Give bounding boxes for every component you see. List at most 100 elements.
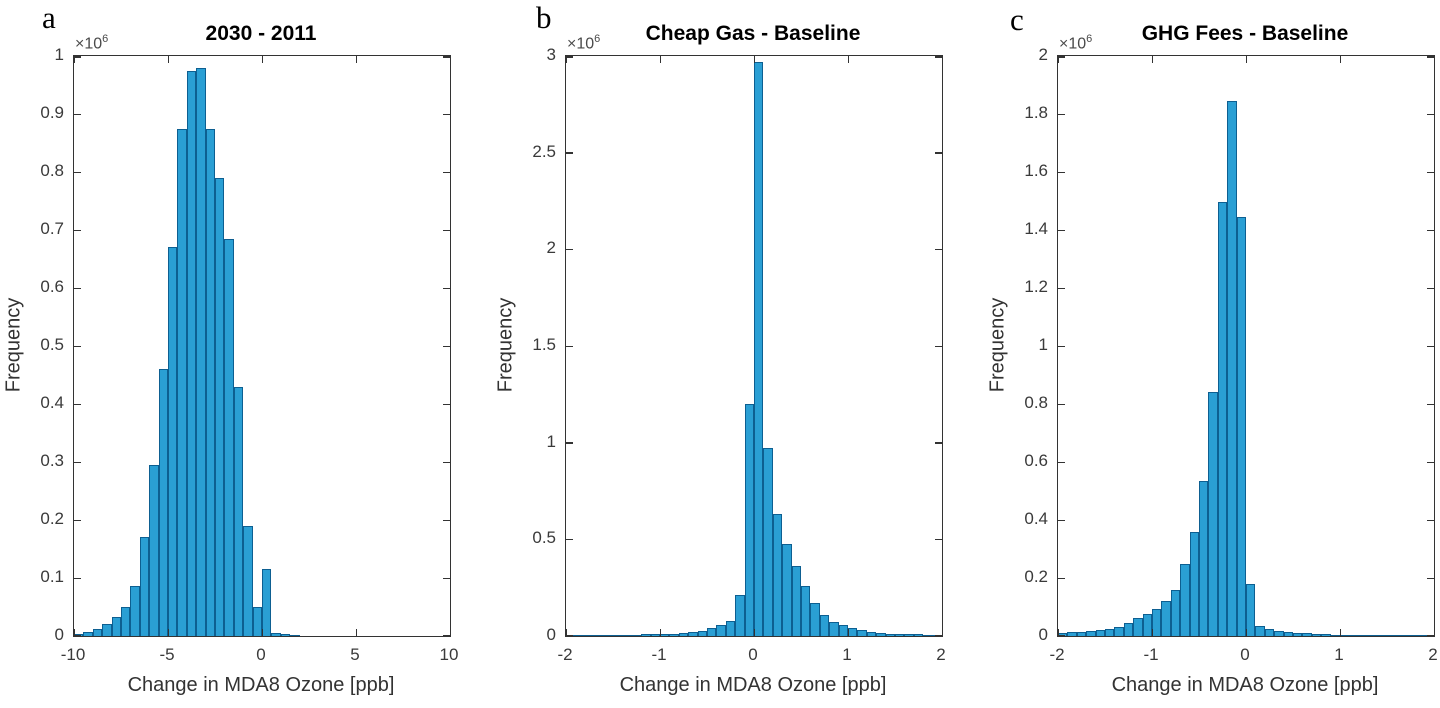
histogram-bar [716,625,726,636]
y-tick-label: 0.2 [1024,567,1048,586]
histogram-bar [1180,563,1190,636]
x-axis-label: Change in MDA8 Ozone [ppb] [619,674,887,696]
y-tick-label: 0.5 [532,528,556,548]
panel-title-b: Cheap Gas - Baseline [645,22,861,45]
histogram-bar [754,61,764,636]
y-axis-tick [1427,634,1434,636]
histogram-bar [810,603,820,636]
x-tick-label: -1 [651,645,667,664]
x-axis-tick [1339,629,1341,636]
histogram-bar [697,630,707,636]
x-tick-label: 10 [439,645,459,664]
x-axis-tick [1245,629,1247,636]
y-tick-label: 0.9 [40,103,64,122]
y-axis-tick [74,56,81,58]
histogram-bar [904,634,914,636]
y-axis-tick [1427,229,1434,231]
histogram-bar [1095,629,1105,636]
histogram-bar [290,634,300,636]
x-axis-tick [261,629,263,636]
histogram-bar [1405,634,1416,636]
histogram-bar [111,617,121,636]
y-axis-tick [74,113,81,115]
x-axis-tick [565,629,567,636]
x-axis-tick [167,56,169,63]
y-tick-label: 0.3 [40,451,64,470]
y-tick-label: 0.4 [40,393,64,412]
y-axis-tick [74,634,81,636]
x-axis-tick [355,56,357,63]
x-axis-tick [1151,629,1153,636]
y-tick-label: 0 [546,625,556,644]
histogram-bar [1208,392,1218,636]
x-tick-label: 1 [1334,645,1344,664]
histogram-bar [1142,614,1152,636]
y-axis-tick [443,519,450,521]
plot-area-a [73,55,451,637]
histogram-bar [913,634,924,636]
y-axis-tick [1058,229,1065,231]
y-axis-tick [1427,113,1434,115]
offset-base: ×10 [567,35,595,53]
y-axis-tick [935,56,942,58]
x-tick-label: -10 [60,645,86,664]
y-tick-label: 0 [54,625,64,644]
y-axis-tick [1058,345,1065,347]
y-axis-tick [1058,403,1065,405]
y-axis-tick [935,634,942,636]
histogram-bar [1358,634,1369,636]
histogram-bar [1170,589,1181,636]
x-axis-tick [1433,629,1435,636]
histogram-bar [158,369,168,636]
x-axis-tick [449,56,451,63]
y-axis-tick [1058,56,1065,58]
y-axis-tick [1427,577,1434,579]
y-axis-tick [566,634,573,636]
histogram-bar [707,628,717,636]
histogram-bar [139,537,150,636]
y-axis-offset-label: ×106 [567,33,600,53]
histogram-bar [650,634,660,636]
histogram-bar [603,634,613,636]
y-axis-tick [1058,519,1065,521]
histogram-bar [801,585,811,636]
y-axis-tick [935,152,942,154]
histogram-bar [1311,633,1322,636]
histogram-bar [791,566,801,636]
histogram-bar [688,632,698,636]
x-axis-tick [941,56,943,63]
histogram-bar [819,614,830,636]
histogram-bar [177,128,187,636]
y-axis-tick [1427,56,1434,58]
y-axis-tick [443,634,450,636]
histogram-bar [1274,630,1284,636]
y-axis-tick [443,229,450,231]
y-axis-tick [443,287,450,289]
histogram-bar [149,464,159,636]
x-axis-tick [261,56,263,63]
histogram-bar [613,634,623,636]
histogram-bar [83,631,93,636]
histogram-bar [782,544,792,636]
y-axis-tick [74,345,81,347]
offset-exponent: 6 [594,33,601,45]
x-axis-tick [847,56,849,63]
y-tick-label: 0.4 [1024,509,1048,528]
histogram-bar [876,632,886,636]
histogram-bar [1293,632,1303,636]
y-tick-label: 1 [54,45,64,64]
histogram-bar [168,247,178,636]
y-axis-tick [74,403,81,405]
panel-letter-a: a [42,0,56,35]
x-axis-tick [659,56,661,63]
y-tick-label: 3 [546,45,556,64]
histogram-bar [678,633,689,636]
histogram-bar [923,634,933,636]
histogram-bar [1133,617,1143,636]
x-tick-label: -2 [557,645,573,664]
histogram-bar [280,633,291,636]
y-tick-label: 1.2 [1024,277,1048,296]
offset-exponent: 6 [102,33,109,45]
histogram-bar [1076,631,1087,636]
histogram-bar [1387,634,1397,636]
